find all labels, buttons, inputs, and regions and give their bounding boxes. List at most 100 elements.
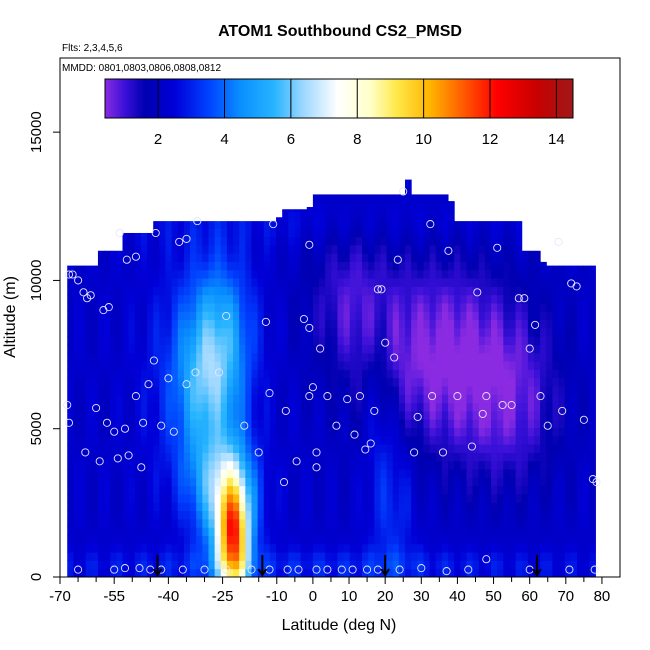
heatmap-cell [355,552,363,561]
heatmap-cell [319,244,326,254]
heatmap-cell [509,244,517,254]
heatmap-cell [319,518,326,528]
heatmap-cell [497,311,504,321]
heatmap-cell [564,419,572,429]
heatmap-cell [269,402,277,412]
heatmap-cell [466,269,474,279]
heatmap-cell [306,228,314,238]
heatmap-cell [583,311,590,321]
heatmap-cell [392,419,400,429]
heatmap-cell [435,469,443,478]
heatmap-cell [325,493,332,503]
heatmap-cell [239,469,246,478]
heatmap-cell [540,278,547,287]
heatmap-cell [300,211,308,221]
heatmap-cell [110,352,117,362]
heatmap-cell [122,377,130,387]
heatmap-cell [276,410,283,420]
heatmap-cell [288,294,295,304]
heatmap-cell [319,427,326,437]
heatmap-cell [374,336,381,345]
heatmap-cell [282,369,289,379]
heatmap-cell [441,352,449,362]
heatmap-cell [300,244,308,254]
heatmap-cell [374,352,381,362]
heatmap-cell [472,344,480,354]
heatmap-cell [116,560,123,570]
heatmap-cell [220,543,228,553]
heatmap-cell [190,244,197,254]
heatmap-cell [454,419,461,429]
heatmap-cell [282,427,289,437]
heatmap-cell [497,394,504,404]
heatmap-cell [294,435,302,445]
heatmap-cell [312,269,320,279]
heatmap-cell [104,543,111,553]
heatmap-cell [460,302,467,312]
heatmap-cell [448,543,455,553]
heatmap-cell [239,394,246,404]
heatmap-cell [466,369,474,379]
heatmap-cell [515,236,523,246]
heatmap-cell [497,286,504,296]
heatmap-cell [257,344,265,354]
heatmap-cell [128,394,136,404]
heatmap-cell [583,265,590,271]
heatmap-cell [368,394,375,404]
heatmap-cell [478,543,486,553]
sample-point [316,344,325,353]
heatmap-cell [583,361,590,370]
heatmap-cell [558,510,566,520]
heatmap-cell [288,460,295,470]
heatmap-cell [331,477,338,487]
heatmap-cell [472,410,480,420]
heatmap-cell [503,502,510,512]
heatmap-cell [589,319,596,329]
heatmap-cell [239,302,246,312]
heatmap-cell [466,543,474,553]
heatmap-cell [319,211,326,221]
heatmap-cell [128,294,136,304]
heatmap-cell [288,344,295,354]
heatmap-cell [153,435,160,445]
heatmap-cell [435,219,443,229]
heatmap-cell [509,502,517,512]
heatmap-cell [208,386,216,395]
heatmap-cell [589,527,596,536]
heatmap-cell [337,327,345,337]
heatmap-cell [515,377,523,387]
heatmap-cell [208,502,216,512]
heatmap-cell [79,502,87,512]
heatmap-cell [177,336,185,345]
heatmap-cell [306,294,314,304]
heatmap-cell [196,253,203,262]
heatmap-cell [269,377,277,387]
heatmap-cell [411,319,418,329]
heatmap-cell [104,427,111,437]
heatmap-cell [128,552,136,561]
heatmap-cell [405,527,412,536]
heatmap-cell [466,311,474,321]
heatmap-cell [269,386,277,395]
heatmap-cell [429,269,437,279]
heatmap-cell [325,278,332,287]
sample-point [355,392,364,401]
heatmap-cell [466,535,474,545]
heatmap-cell [478,319,486,329]
heatmap-cell [343,228,351,238]
heatmap-cell [159,311,166,321]
heatmap-cell [79,444,87,453]
heatmap-cell [509,236,517,246]
heatmap-cell [484,435,492,445]
heatmap-cell [165,369,173,379]
heatmap-cell [220,402,228,412]
heatmap-cell [79,568,87,577]
heatmap-cell [177,444,185,453]
heatmap-cell [208,236,216,246]
heatmap-cell [190,518,197,528]
heatmap-cell [67,427,74,437]
heatmap-cell [343,568,351,577]
sample-point [312,448,321,457]
heatmap-cell [497,560,504,570]
heatmap-cell [564,510,572,520]
